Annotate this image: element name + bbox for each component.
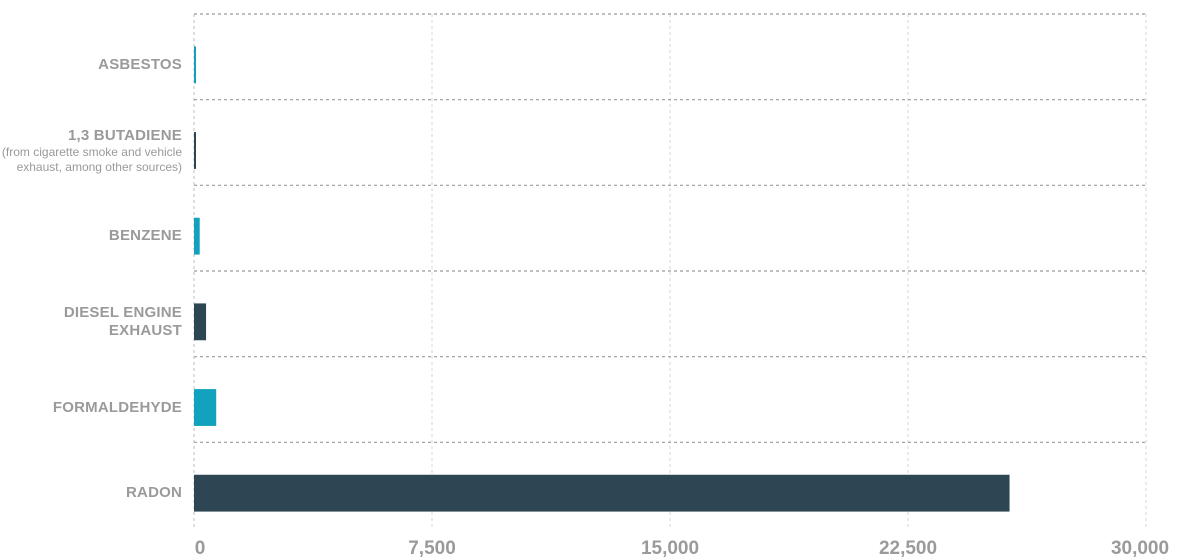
category-label: FORMALDEHYDE <box>0 399 182 417</box>
bar-1-3-butadiene <box>194 132 196 169</box>
x-tick-label: 0 <box>194 538 206 559</box>
x-tick-label: 22,500 <box>878 538 938 559</box>
category-label: BENZENE <box>0 227 182 245</box>
category-label-text: ASBESTOS <box>98 55 182 73</box>
category-label-text: DIESEL ENGINE EXHAUST <box>63 303 182 339</box>
category-label: RADON <box>0 484 182 502</box>
bar-diesel-engine-exhaust <box>194 303 207 341</box>
category-label: 1,3 BUTADIENE (from cigarette smoke and v… <box>0 127 182 175</box>
category-label-text: RADON <box>126 484 182 502</box>
bar-formaldehyde <box>194 389 217 426</box>
category-label-text: 1,3 BUTADIENE <box>67 126 182 144</box>
x-tick-label: 30,000 <box>1110 538 1170 559</box>
x-tick-label: 15,000 <box>640 538 700 559</box>
x-tick-label: 7,500 <box>408 538 456 559</box>
category-label: ASBESTOS <box>0 56 182 74</box>
bar-benzene <box>194 217 200 255</box>
bar-radon <box>194 474 1010 512</box>
category-label-text: BENZENE <box>108 227 182 245</box>
bar-asbestos <box>194 46 196 84</box>
category-label: DIESEL ENGINE EXHAUST <box>0 304 182 340</box>
category-label-text: FORMALDEHYDE <box>52 398 182 416</box>
category-note: (from cigarette smoke and vehicle exhaus… <box>1 144 182 174</box>
